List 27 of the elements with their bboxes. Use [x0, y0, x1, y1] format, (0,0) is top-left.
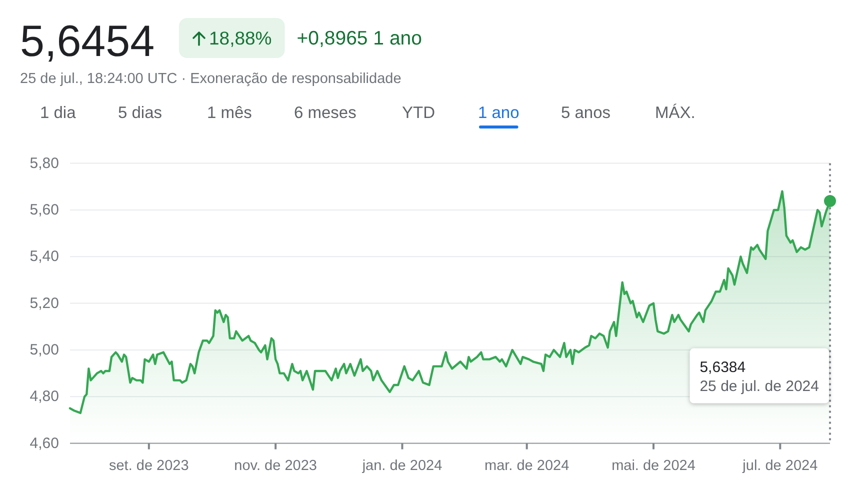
x-tick-label: jan. de 2024 [361, 458, 442, 474]
x-tick-label: mai. de 2024 [612, 458, 696, 474]
y-tick-label: 4,60 [30, 434, 59, 452]
text: 6 meses [294, 104, 356, 122]
x-tick-label: nov. de 2023 [234, 458, 317, 474]
y-tick-label: 5,00 [30, 341, 59, 358]
x-tick-label: jul. de 2024 [742, 458, 818, 474]
x-tick-label: set. de 2023 [108, 458, 189, 474]
y-tick-label: 4,80 [30, 388, 59, 406]
chart-subtitle: 25 de jul., 18:24:00 UTC · Exoneração de responsabilidade [20, 71, 402, 87]
text: YTD [402, 104, 436, 122]
text: +0,8965 1 ano [296, 28, 422, 50]
y-tick-label: 5,20 [30, 294, 59, 312]
y-tick-label: 5,80 [30, 154, 59, 172]
text: 1 dia [40, 104, 77, 122]
y-tick-label: 5,60 [30, 201, 59, 218]
x-tick-label: mar. de 2024 [484, 458, 570, 474]
text: 1 mês [207, 104, 252, 122]
y-tick-label: 5,40 [30, 248, 59, 266]
text: 18,88% [209, 28, 272, 48]
text: 1 ano [478, 104, 520, 122]
chart-title: 5,6454 [20, 17, 155, 66]
annotation: 5,6384 [700, 358, 746, 376]
annotation: 25 de jul. de 2024 [700, 378, 820, 395]
text: 5 anos [561, 104, 611, 122]
text: MÁX. [655, 103, 696, 122]
text: 5 dias [118, 104, 162, 122]
